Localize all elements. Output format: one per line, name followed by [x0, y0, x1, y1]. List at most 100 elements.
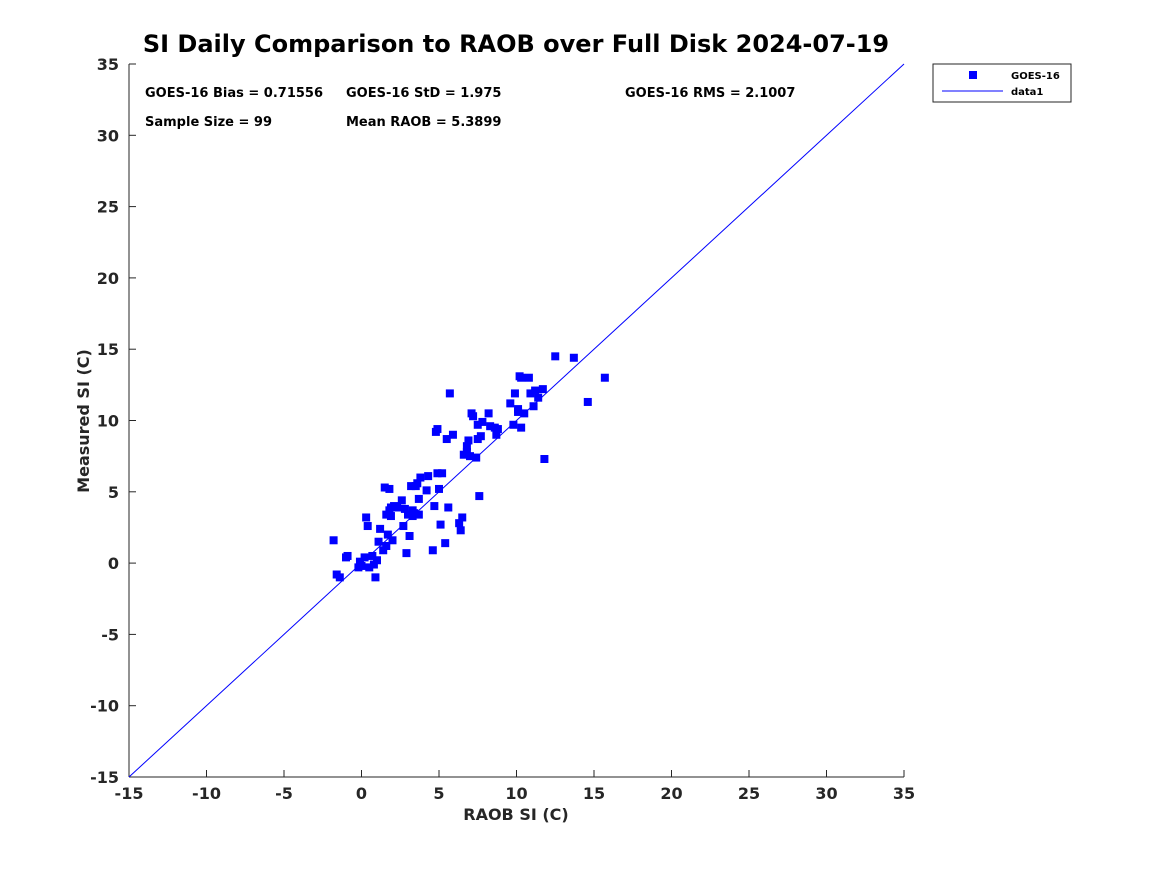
- data-point: [407, 482, 416, 491]
- data-point: [436, 520, 445, 529]
- data-point: [393, 503, 402, 512]
- data-point: [455, 519, 464, 528]
- data-point: [540, 455, 549, 464]
- data-point: [410, 509, 419, 518]
- data-point: [422, 486, 431, 495]
- data-point: [402, 549, 411, 558]
- legend-label-data1: data1: [1011, 87, 1043, 98]
- data-point: [329, 536, 338, 545]
- x-axis-title: RAOB SI (C): [463, 805, 568, 824]
- data-point: [383, 530, 392, 539]
- legend-marker-square: [969, 71, 977, 79]
- data-point: [472, 453, 481, 462]
- data-point: [405, 532, 414, 541]
- data-point: [400, 504, 409, 513]
- data-point: [435, 484, 443, 493]
- data-point: [462, 447, 471, 456]
- data-point: [414, 494, 423, 503]
- data-point: [380, 483, 389, 492]
- data-point: [493, 425, 502, 434]
- annotation-sample-size: Sample Size = 99: [145, 115, 272, 130]
- data-point: [506, 399, 515, 408]
- data-point: [369, 560, 378, 569]
- data-point: [376, 524, 385, 533]
- data-point: [371, 573, 380, 582]
- data-point: [404, 510, 412, 519]
- reference-line-layer: [128, 63, 905, 778]
- data-point: [433, 469, 442, 478]
- y-tick-label: 5: [108, 483, 119, 502]
- legend-label-goes16: GOES-16: [1011, 71, 1060, 82]
- data-point: [445, 389, 454, 398]
- data-point: [363, 522, 372, 531]
- x-tick-label: 25: [738, 784, 760, 803]
- x-ticks: -15 -10 -5 0 5 10 15 20 25 30 35: [115, 770, 915, 803]
- y-tick-label: 10: [97, 412, 119, 431]
- data-point: [531, 386, 540, 395]
- data-point: [473, 420, 482, 429]
- data-point: [368, 551, 377, 560]
- x-tick-label: 10: [505, 784, 527, 803]
- data-point: [486, 422, 495, 431]
- data-point: [430, 502, 439, 511]
- data-point: [476, 432, 485, 441]
- scatter-points: [329, 352, 609, 582]
- data-point: [569, 353, 578, 362]
- y-tick-label: 0: [108, 554, 119, 573]
- annotation-std: GOES-16 StD = 1.975: [346, 86, 501, 101]
- data-point: [466, 452, 474, 461]
- data-point: [458, 513, 467, 522]
- data-point: [524, 373, 533, 382]
- x-tick-label: -10: [192, 784, 221, 803]
- data-point: [438, 469, 447, 478]
- data-point: [464, 436, 473, 445]
- y-tick-label: 15: [97, 340, 119, 359]
- y-tick-label: 35: [97, 55, 119, 74]
- x-tick-label: 20: [660, 784, 682, 803]
- data-point: [382, 510, 391, 519]
- y-tick-label: -5: [101, 625, 119, 644]
- data-point: [551, 352, 560, 361]
- y-tick-label: 20: [97, 269, 119, 288]
- data-point: [362, 513, 371, 522]
- legend: GOES-16 data1: [932, 63, 1072, 103]
- annotation-mean-raob: Mean RAOB = 5.3899: [346, 115, 501, 130]
- data-point: [517, 373, 526, 382]
- data-point: [414, 510, 423, 519]
- data-point: [385, 484, 394, 493]
- data-point: [386, 512, 395, 521]
- data-point: [529, 402, 538, 411]
- data-point: [357, 561, 366, 570]
- data-point: [600, 373, 609, 382]
- data-point: [360, 553, 369, 562]
- x-tick-label: 35: [893, 784, 915, 803]
- y-tick-label: -10: [90, 697, 119, 716]
- annotation-bias: GOES-16 Bias = 0.71556: [145, 86, 323, 101]
- data-point: [469, 412, 478, 421]
- x-tick-label: 5: [433, 784, 444, 803]
- x-tick-label: -5: [275, 784, 293, 803]
- series-line-data1: [128, 63, 905, 778]
- data-point: [382, 541, 391, 550]
- x-tick-label: 15: [583, 784, 605, 803]
- data-point: [509, 420, 518, 429]
- legend-box: [932, 63, 1072, 103]
- data-point: [399, 522, 408, 531]
- data-point: [538, 385, 547, 394]
- y-tick-label: 30: [97, 126, 119, 145]
- data-point: [475, 492, 484, 501]
- data-point: [510, 389, 519, 398]
- data-point: [478, 417, 487, 426]
- data-point: [335, 573, 344, 582]
- data-point: [520, 409, 529, 418]
- annotation-rms: GOES-16 RMS = 2.1007: [625, 86, 795, 101]
- stats-annotations: GOES-16 Bias = 0.71556 GOES-16 StD = 1.9…: [145, 86, 795, 130]
- data-point: [448, 430, 457, 439]
- data-point: [424, 472, 433, 481]
- data-point: [428, 546, 437, 555]
- data-point: [444, 503, 453, 512]
- data-point: [517, 423, 526, 432]
- data-point: [388, 536, 397, 545]
- data-point: [514, 405, 523, 414]
